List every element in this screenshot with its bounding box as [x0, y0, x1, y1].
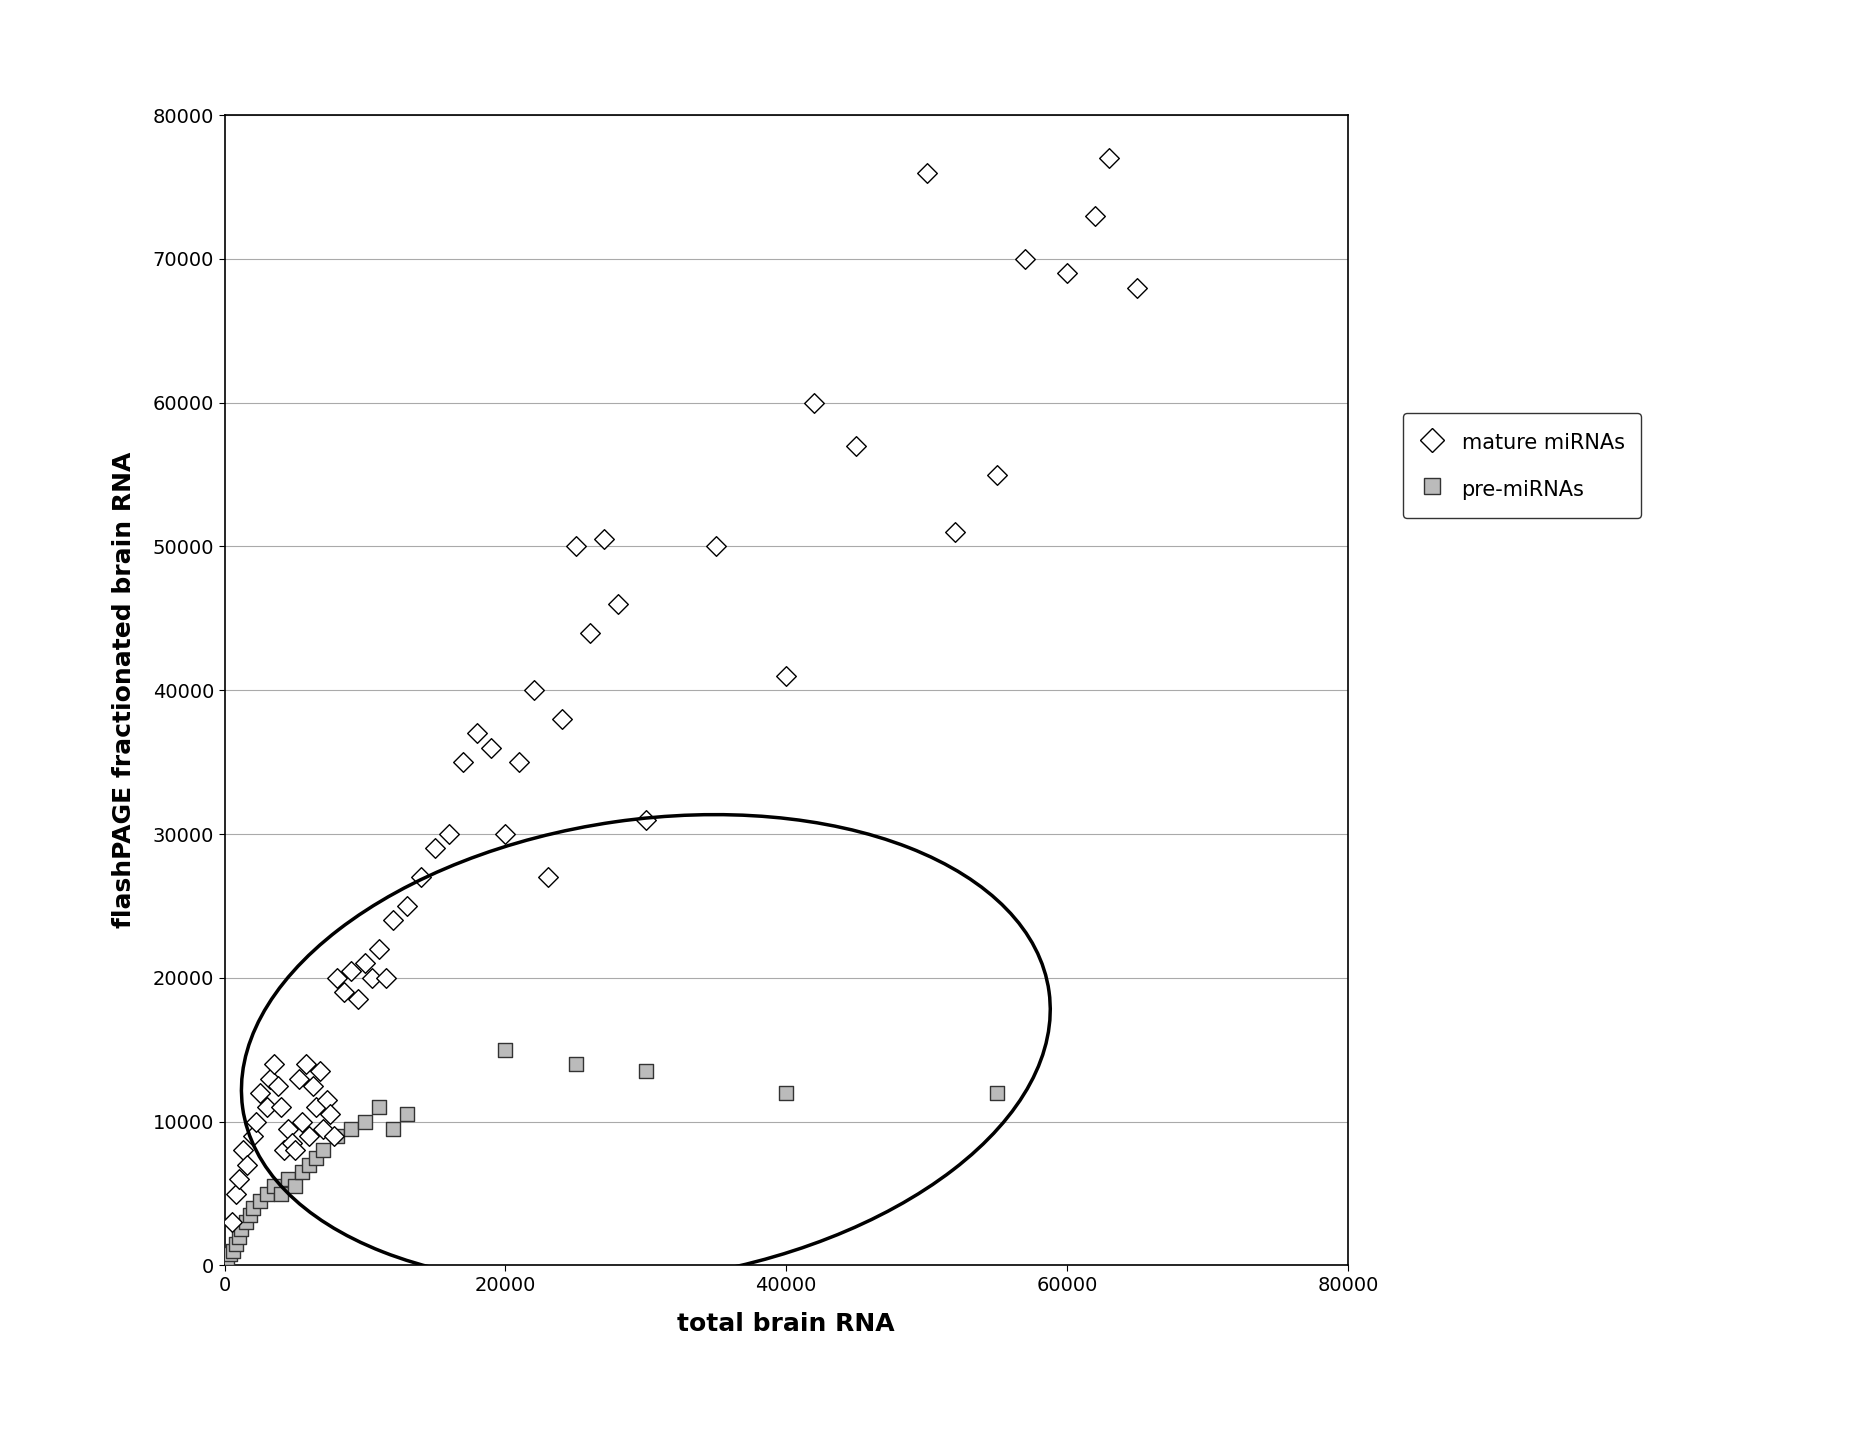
Point	[475, 736, 505, 759]
Point	[318, 1125, 350, 1148]
Point	[912, 161, 942, 184]
Point	[981, 1081, 1011, 1104]
Point	[940, 521, 970, 544]
Point	[700, 535, 730, 558]
Point	[301, 1096, 331, 1119]
Point	[221, 1232, 251, 1255]
Point	[378, 909, 408, 932]
X-axis label: total brain RNA: total brain RNA	[678, 1311, 895, 1336]
Point	[393, 894, 423, 917]
Point	[292, 1053, 322, 1076]
Point	[771, 1081, 801, 1104]
Point	[314, 1103, 344, 1126]
Point	[343, 988, 373, 1011]
Point	[238, 1125, 268, 1148]
Point	[301, 1146, 331, 1169]
Point	[228, 1139, 258, 1162]
Point	[219, 1240, 247, 1263]
Point	[1080, 204, 1110, 227]
Point	[294, 1153, 324, 1176]
Point	[358, 966, 388, 989]
Point	[232, 1153, 262, 1176]
Y-axis label: flashPAGE fractionated brain RNA: flashPAGE fractionated brain RNA	[112, 452, 137, 929]
Point	[519, 679, 548, 702]
Point	[981, 463, 1011, 486]
Point	[490, 1038, 520, 1061]
Point	[1093, 147, 1123, 170]
Point	[221, 1182, 251, 1205]
Point	[771, 664, 801, 687]
Point	[799, 391, 829, 414]
Point	[337, 959, 367, 982]
Point	[490, 823, 520, 846]
Point	[449, 751, 479, 774]
Point	[240, 1110, 271, 1133]
Point	[575, 621, 605, 644]
Point	[419, 837, 449, 860]
Point	[406, 866, 436, 889]
Point	[245, 1081, 275, 1104]
Point	[266, 1182, 296, 1205]
Point	[225, 1168, 255, 1191]
Point	[286, 1160, 316, 1183]
Point	[462, 722, 492, 745]
Point	[212, 1247, 243, 1270]
Point	[393, 1103, 423, 1126]
Point	[1052, 262, 1082, 285]
Point	[434, 823, 464, 846]
Point	[378, 1117, 408, 1140]
Point	[371, 966, 401, 989]
Point	[631, 808, 661, 831]
Point	[294, 1125, 324, 1148]
Point	[298, 1074, 328, 1097]
Point	[238, 1196, 268, 1219]
Point	[322, 1125, 352, 1148]
Point	[277, 1132, 307, 1155]
Point	[251, 1182, 283, 1205]
Point	[350, 1110, 380, 1133]
Point	[363, 938, 395, 961]
Point	[286, 1110, 316, 1133]
Point	[322, 966, 352, 989]
Point	[227, 1218, 256, 1241]
Point	[1121, 276, 1151, 299]
Point	[1011, 247, 1041, 270]
Point	[251, 1096, 283, 1119]
Point	[266, 1096, 296, 1119]
Point	[273, 1117, 303, 1140]
Point	[236, 1204, 266, 1227]
Point	[560, 535, 590, 558]
Point	[245, 1189, 275, 1212]
Point	[281, 1175, 311, 1198]
Point	[631, 1060, 661, 1083]
Point	[255, 1067, 285, 1090]
Point	[230, 1211, 260, 1234]
Point	[505, 751, 535, 774]
Point	[363, 1096, 395, 1119]
Point	[285, 1067, 314, 1090]
Point	[307, 1117, 337, 1140]
Point	[547, 707, 577, 731]
Point	[337, 1117, 367, 1140]
Point	[603, 592, 633, 615]
Point	[215, 1242, 245, 1265]
Point	[217, 1211, 247, 1234]
Point	[350, 952, 380, 975]
Point	[329, 981, 359, 1004]
Point	[313, 1089, 343, 1112]
Point	[258, 1175, 288, 1198]
Point	[842, 434, 872, 457]
Point	[270, 1139, 300, 1162]
Point	[225, 1225, 255, 1248]
Point	[560, 1053, 590, 1076]
Point	[590, 528, 620, 551]
Point	[258, 1053, 288, 1076]
Point	[305, 1060, 335, 1083]
Legend: mature miRNAs, pre-miRNAs: mature miRNAs, pre-miRNAs	[1404, 413, 1642, 518]
Point	[273, 1168, 303, 1191]
Point	[281, 1139, 311, 1162]
Point	[532, 866, 562, 889]
Point	[262, 1074, 292, 1097]
Point	[307, 1139, 337, 1162]
